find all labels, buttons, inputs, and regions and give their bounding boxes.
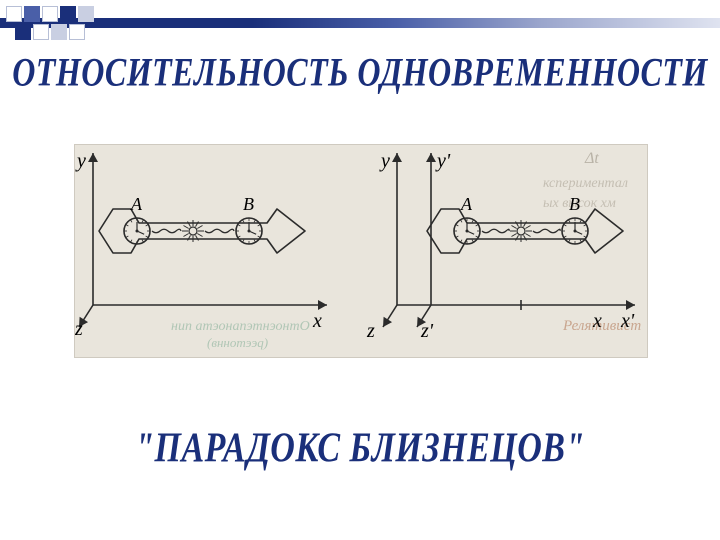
svg-text:y: y: [379, 150, 390, 172]
svg-text:B: B: [243, 194, 254, 214]
top-decorative-bar: [0, 0, 720, 36]
svg-text:x': x': [620, 310, 635, 332]
svg-text:нип атэонапэтнэонтО: нип атэонапэтнэонтО: [171, 319, 310, 334]
deco-square: [42, 6, 58, 22]
deco-square: [69, 24, 85, 40]
deco-square: [33, 24, 49, 40]
deco-square: [15, 24, 31, 40]
svg-text:y: y: [75, 150, 86, 172]
deco-square: [60, 6, 76, 22]
deco-square: [6, 6, 22, 22]
title-bottom: "ПАРАДОКС БЛИЗНЕЦОВ": [0, 425, 720, 473]
svg-text:x: x: [312, 310, 322, 332]
svg-text:A: A: [130, 194, 143, 214]
svg-text:z: z: [75, 318, 83, 340]
svg-text:y': y': [435, 150, 451, 172]
svg-text:z: z: [366, 320, 375, 342]
svg-text:Δt: Δt: [584, 150, 599, 167]
svg-text:z': z': [420, 320, 434, 342]
top-bar-gradient: [0, 18, 720, 28]
svg-text:A: A: [460, 194, 473, 214]
title-top: ОТНОСИТЕЛЬНОСТЬ ОДНОВРЕМЕННОСТИ: [0, 49, 720, 95]
svg-text:кспериментал: кспериментал: [543, 176, 628, 191]
svg-text:x: x: [592, 310, 602, 332]
deco-square: [24, 6, 40, 22]
svg-text:(вннотээq): (вннотээq): [207, 335, 268, 350]
svg-text:B: B: [569, 194, 580, 214]
deco-square: [51, 24, 67, 40]
deco-square: [78, 6, 94, 22]
relativity-figure: Δtксперименталых высок хмРелятивистнип а…: [74, 144, 648, 358]
figure-svg: Δtксперименталых высок хмРелятивистнип а…: [75, 145, 647, 357]
